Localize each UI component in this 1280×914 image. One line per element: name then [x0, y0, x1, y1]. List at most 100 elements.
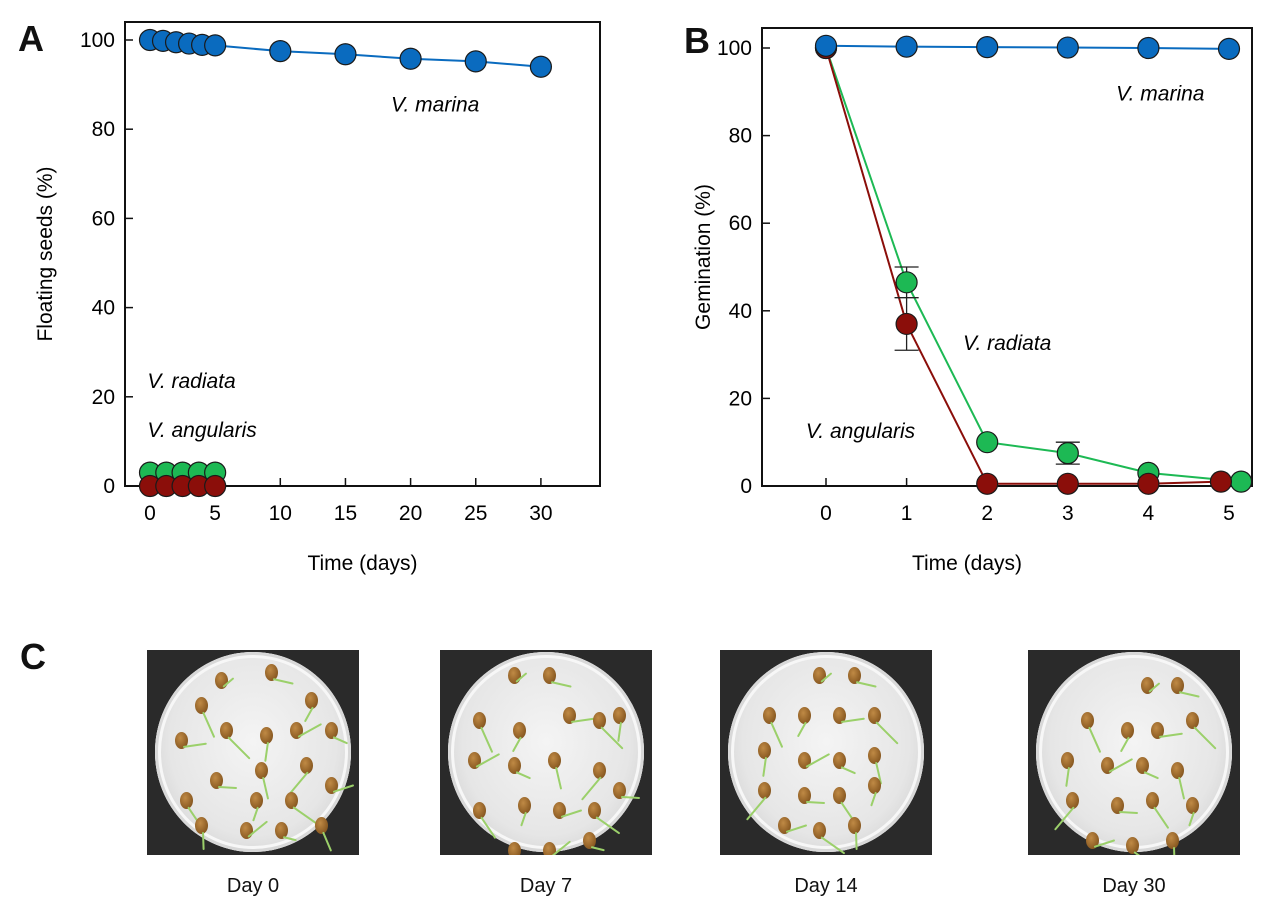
seed — [613, 707, 626, 724]
sprout — [745, 796, 767, 821]
seed — [848, 817, 861, 834]
series-annotation: V. angularis — [806, 420, 916, 443]
plot-frame — [124, 21, 601, 487]
seed — [325, 722, 338, 739]
seed — [473, 802, 486, 819]
photo-label: Day 7 — [519, 875, 573, 897]
y-tick-label: 0 — [103, 475, 115, 498]
x-axis-label: Time (days) — [307, 552, 417, 575]
sprout — [511, 736, 522, 753]
seed — [255, 762, 268, 779]
data-point — [895, 312, 918, 336]
seed — [275, 822, 288, 839]
seed — [798, 787, 811, 804]
seed — [180, 792, 193, 809]
seed — [508, 842, 521, 855]
y-tick-label: 100 — [80, 29, 115, 52]
photo-day-7 — [440, 650, 652, 855]
sprout — [1119, 736, 1130, 753]
sprout — [550, 681, 572, 688]
sprout — [322, 831, 333, 852]
data-point — [464, 50, 487, 73]
series-annotation: V. angularis — [147, 419, 257, 442]
sprout — [252, 806, 259, 822]
seed — [508, 757, 521, 774]
panel-c-letter: C — [20, 636, 46, 677]
sprout — [1178, 691, 1200, 698]
seed — [1171, 677, 1184, 694]
y-tick-label: 40 — [92, 297, 115, 320]
sprout — [555, 766, 563, 790]
seed — [1186, 712, 1199, 729]
seed — [1081, 712, 1094, 729]
sprout — [617, 721, 622, 742]
data-point — [1209, 470, 1233, 493]
x-tick-label: 5 — [1223, 502, 1235, 525]
data-point — [334, 43, 357, 66]
seed — [518, 797, 531, 814]
chart-a: 0 20 40 60 80 100 0 5 10 15 20 25 30 Time (days) Float… — [34, 21, 601, 575]
data-point — [895, 271, 918, 294]
seed — [1066, 792, 1079, 809]
x-tick-label: 1 — [901, 502, 913, 525]
panel-a-letter: A — [18, 18, 44, 59]
y-tick-label: 20 — [729, 387, 752, 410]
sprout — [620, 796, 641, 799]
seed — [543, 667, 556, 684]
series-annotation: V. radiata — [147, 370, 235, 393]
seed — [315, 817, 328, 834]
sprout — [264, 741, 269, 762]
y-tick-label: 20 — [92, 386, 115, 409]
seed — [798, 707, 811, 724]
data-point — [204, 34, 227, 57]
y-axis-label: Floating seeds (%) — [34, 166, 57, 341]
seed — [1121, 722, 1134, 739]
seed — [868, 707, 881, 724]
seed — [833, 787, 846, 804]
seed — [613, 782, 626, 799]
sprout — [1178, 776, 1186, 800]
series-line — [825, 44, 1230, 50]
seed — [763, 707, 776, 724]
data-point — [895, 35, 918, 58]
series-annotation: V. marina — [391, 93, 479, 116]
sprout — [1053, 806, 1075, 831]
x-axis-label: Time (days) — [912, 552, 1022, 575]
seed — [215, 672, 228, 689]
sprout — [332, 736, 349, 745]
sprout — [303, 706, 314, 723]
sprout — [515, 771, 532, 780]
y-tick-label: 100 — [717, 37, 752, 60]
data-point — [399, 47, 422, 70]
seed — [305, 692, 318, 709]
y-tick-label: 60 — [92, 207, 115, 230]
seed — [1136, 757, 1149, 774]
data-point — [204, 474, 227, 498]
photo-label: Day 30 — [1102, 875, 1166, 897]
sprout — [262, 776, 270, 800]
sprout — [805, 801, 826, 804]
sprout — [580, 776, 602, 801]
sprout — [272, 678, 294, 685]
sprout — [855, 681, 877, 688]
sprout — [1193, 726, 1217, 750]
sprout — [520, 811, 527, 827]
x-tick-label: 4 — [1143, 502, 1155, 525]
seed — [543, 842, 556, 855]
sprout — [282, 836, 297, 842]
data-point — [1229, 470, 1253, 493]
data-point — [1056, 36, 1079, 59]
sprout — [875, 721, 899, 745]
seed — [1141, 677, 1154, 694]
seed — [508, 667, 521, 684]
petri-dish — [448, 652, 644, 855]
sprout — [796, 721, 807, 738]
series-annotation: V. marina — [1116, 83, 1204, 106]
seed — [868, 777, 881, 794]
sprout — [762, 756, 767, 777]
seed — [513, 722, 526, 739]
sprout — [1118, 811, 1139, 814]
seed — [548, 752, 561, 769]
data-point — [529, 55, 553, 78]
x-tick-label: 0 — [144, 502, 156, 525]
